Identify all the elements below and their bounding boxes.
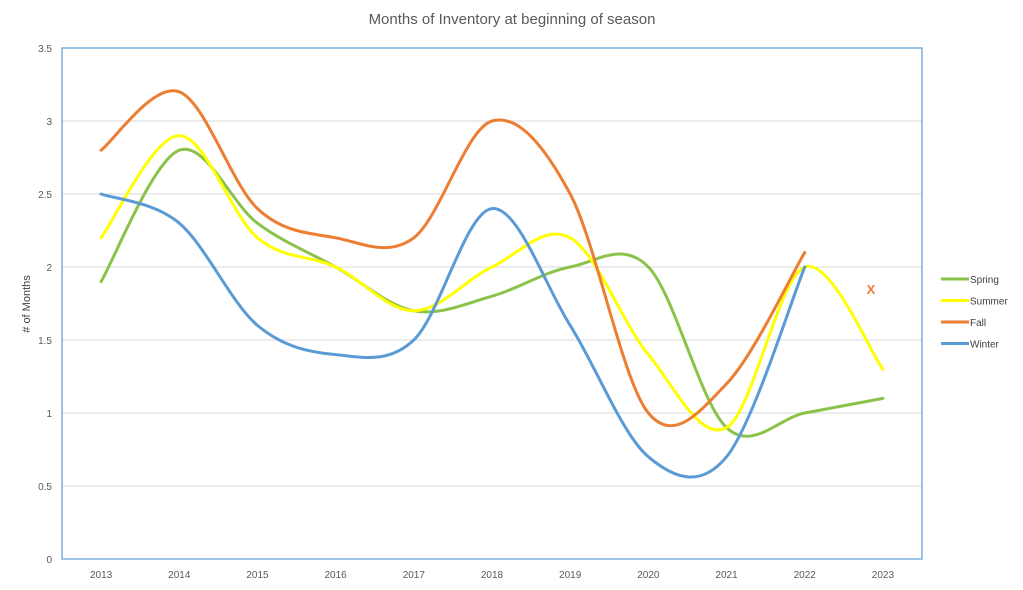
x-tick-label: 2013 [90, 570, 113, 581]
gridlines [62, 120, 922, 560]
legend-item-summer[interactable]: Summer [941, 297, 1008, 308]
series-line-fall [99, 89, 807, 428]
series-lines [99, 89, 885, 479]
x-tick-label: 2019 [559, 570, 582, 581]
series-line-winter [99, 192, 807, 479]
series-line-summer [99, 134, 885, 432]
legend-item-fall[interactable]: Fall [941, 318, 986, 329]
legend-label: Spring [970, 275, 999, 286]
x-tick-label: 2016 [325, 570, 348, 581]
y-axis-label: # of Months [21, 275, 33, 333]
y-tick-label: 2 [46, 263, 52, 274]
y-tick-label: 0.5 [38, 482, 52, 493]
y-tick-label: 0 [46, 555, 52, 566]
plot-area-frame [61, 47, 923, 560]
x-axis-ticks: 2013 2014 2015 2016 2017 2018 2019 2020 2021 2022… [90, 570, 895, 581]
x-tick-label: 2017 [403, 570, 426, 581]
x-tick-label: 2018 [481, 570, 504, 581]
x-tick-label: 2021 [715, 570, 738, 581]
annotation-marker: X [867, 282, 876, 297]
x-tick-label: 2020 [637, 570, 660, 581]
y-tick-label: 1.5 [38, 336, 52, 347]
y-tick-label: 3.5 [38, 44, 52, 55]
x-tick-label: 2015 [246, 570, 269, 581]
legend-item-spring[interactable]: Spring [941, 275, 999, 286]
y-axis-ticks: 0 0.5 1 1.5 2 2.5 3 3.5 [38, 44, 52, 566]
legend-item-winter[interactable]: Winter [941, 340, 1000, 351]
x-tick-label: 2014 [168, 570, 191, 581]
legend: Spring Summer Fall Winter [941, 275, 1008, 351]
legend-label: Summer [970, 297, 1008, 308]
x-tick-label: 2023 [872, 570, 895, 581]
x-tick-label: 2022 [794, 570, 817, 581]
y-tick-label: 2.5 [38, 190, 52, 201]
legend-label: Winter [970, 340, 1000, 351]
y-tick-label: 3 [46, 117, 52, 128]
series-line-spring [99, 147, 885, 438]
y-tick-label: 1 [46, 409, 52, 420]
legend-label: Fall [970, 318, 986, 329]
chart-title: Months of Inventory at beginning of seas… [369, 11, 656, 28]
annotations: X [867, 282, 876, 297]
